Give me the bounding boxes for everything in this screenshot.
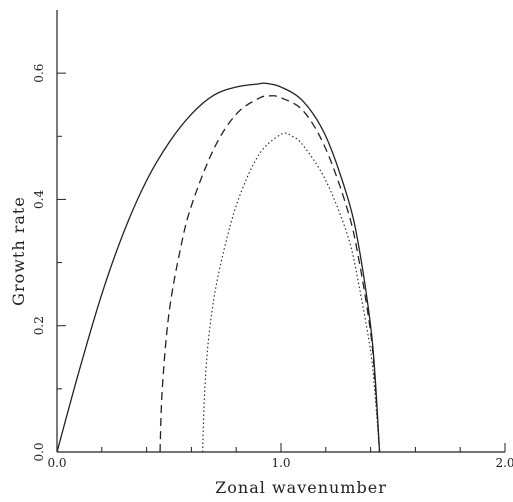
- series-line-dotted: [202, 132, 381, 453]
- x-tick-label: 1.0: [271, 456, 290, 470]
- y-tick-label: 0.4: [32, 190, 46, 209]
- x-axis-label: Zonal wavenumber: [215, 478, 387, 497]
- tick-labels: 0.0 1.0 2.0 0.0 0.2 0.4 0.6: [32, 64, 513, 470]
- x-tick-label: 2.0: [495, 456, 513, 470]
- series-line-solid: [56, 82, 381, 453]
- x-tick-label: 0.0: [47, 456, 66, 470]
- y-tick-label: 0.6: [32, 64, 46, 83]
- y-axis-label: Growth rate: [9, 196, 28, 306]
- y-tick-label: 0.2: [32, 316, 46, 335]
- y-tick-label: 0.0: [32, 442, 46, 461]
- ticks: [56, 72, 506, 453]
- series-line-dashed: [159, 95, 381, 453]
- curves: [56, 82, 381, 453]
